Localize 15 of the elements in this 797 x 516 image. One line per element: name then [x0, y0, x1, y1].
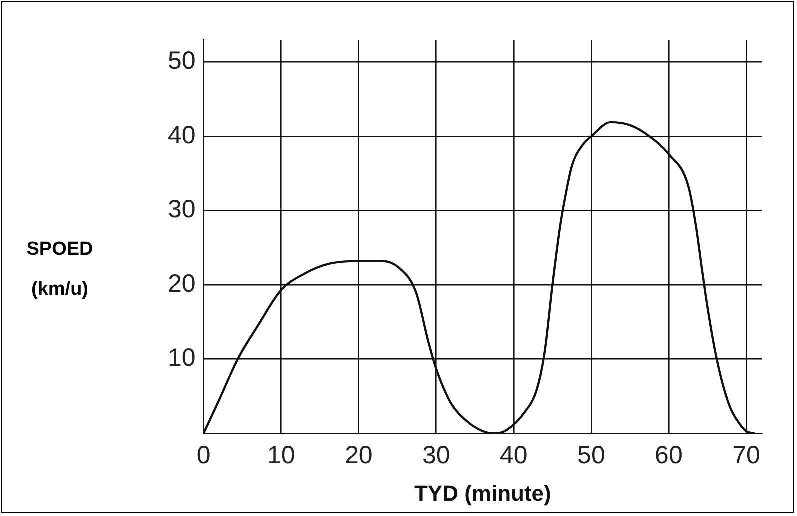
y-tick-label: 40 — [168, 121, 196, 150]
y-tick-label: 20 — [168, 270, 196, 298]
x-tick-label: 20 — [344, 441, 373, 470]
x-tick-label: 0 — [196, 441, 211, 470]
y-tick-label: 50 — [168, 47, 196, 76]
x-tick-label: 30 — [422, 441, 450, 470]
x-tick-label: 60 — [655, 441, 683, 470]
y-axis-title: SPOED (km/u) — [26, 238, 94, 302]
x-tick-label: 50 — [578, 441, 606, 470]
x-tick-label: 10 — [267, 441, 296, 470]
x-tick-label: 40 — [500, 441, 528, 470]
y-tick-label: 30 — [168, 196, 196, 224]
x-tick-label: 70 — [732, 441, 760, 470]
y-tick-label: 10 — [168, 344, 196, 372]
x-axis-title: TYD (minute) — [414, 480, 552, 506]
